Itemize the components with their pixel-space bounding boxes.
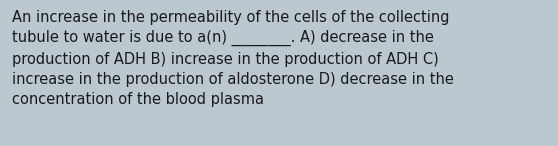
Text: An increase in the permeability of the cells of the collecting
tubule to water i: An increase in the permeability of the c… (12, 10, 454, 107)
